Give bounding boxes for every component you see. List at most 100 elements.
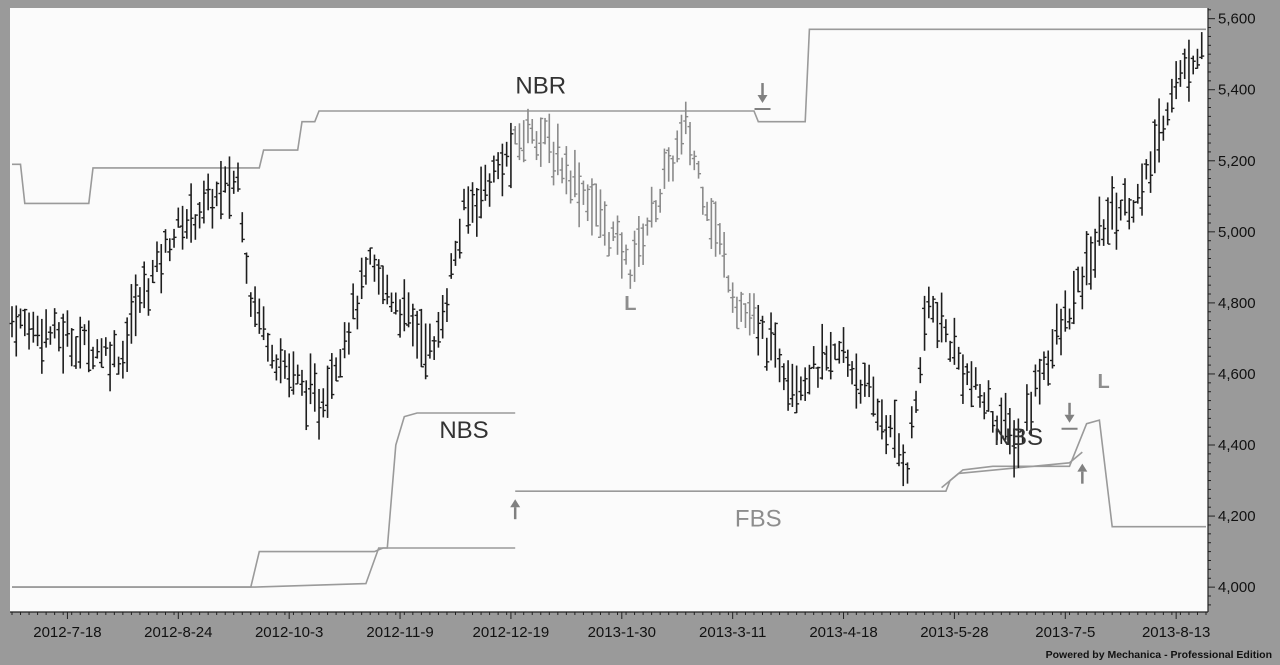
price-bar [491,155,497,183]
price-bar [414,310,420,359]
y-tick-label: 5,200 [1218,153,1256,170]
price-bar [380,265,386,305]
price-bar [1135,183,1141,204]
price-bar [52,308,58,339]
price-bar [9,306,15,338]
price-bar [128,284,134,344]
price-bar [261,306,267,341]
price-bar [299,369,305,396]
price-bar [546,113,552,164]
price-bar [887,415,893,438]
annotation-nbs-1: NBS [439,417,488,444]
price-bar [248,292,254,317]
price-bar [828,331,834,380]
price-bar [602,201,608,246]
price-bar [320,388,326,418]
price-bar [209,188,215,229]
price-bar [64,310,70,347]
price-bar [947,340,953,362]
price-bar [252,286,258,327]
price-bar [542,117,548,145]
price-bar [1028,391,1034,435]
price-bar [1075,266,1081,293]
price-bar [376,259,382,295]
arrow-down-icon-1 [754,83,771,111]
price-bar [350,283,356,320]
price-bar [60,313,66,374]
price-bar [597,189,603,238]
price-bar [990,411,996,433]
price-bar [22,308,28,337]
x-tick-label: 2012-12-19 [473,624,550,641]
price-bar [1173,61,1179,100]
price-bar [342,322,348,359]
price-bar [981,392,987,420]
price-bar [47,326,53,345]
price-bar [623,244,629,265]
price-bar [90,346,96,370]
price-bar [1177,60,1183,87]
price-bar [521,120,527,163]
price-bar [77,316,83,369]
price-bar [154,241,160,273]
price-bar [934,301,940,349]
price-bar [303,380,309,431]
price-bar [73,335,79,369]
price-bar [1088,236,1094,290]
price-bar [1109,176,1115,230]
price-bar [870,376,876,417]
price-bar [708,198,714,249]
price-bar [461,188,467,211]
price-bar [747,293,753,336]
price-bar [781,363,787,391]
price-bar [764,337,770,371]
price-bar [94,339,100,359]
price-bar [474,187,480,237]
price-bar [389,292,395,313]
x-tick-label: 2012-8-24 [144,624,212,641]
price-bar [606,232,612,257]
price-bar [657,188,663,213]
price-bar [418,308,424,368]
price-bar [111,330,117,368]
price-bar [1032,364,1038,397]
price-bar [256,298,262,334]
price-bar [325,365,331,418]
price-bar [1011,420,1017,478]
price-bar [768,312,774,361]
price-bar [120,340,126,379]
x-tick-label: 2012-7-18 [33,624,101,641]
price-bar [435,311,441,348]
price-bar [440,295,446,339]
x-tick-label: 2013-1-30 [588,624,656,641]
price-bar [994,415,1000,441]
price-bar [354,295,360,330]
price-bar [1007,408,1013,455]
price-bar [734,296,740,330]
price-bar [1037,358,1043,405]
price-bar [883,415,889,455]
price-bar [1169,78,1175,113]
x-tick-label: 2013-8-13 [1142,624,1210,641]
arrow-up-icon-0 [510,499,521,520]
price-bar [393,292,399,315]
price-bar [1113,192,1119,250]
price-bar [508,122,514,189]
y-tick-label: 5,600 [1218,11,1256,28]
price-bar [423,323,429,380]
price-bar [504,141,510,167]
price-bar [295,364,301,385]
price-bar [431,336,437,360]
x-tick-label: 2012-10-3 [255,624,323,641]
price-bar [696,160,702,179]
annotation-l-2: L [624,293,636,315]
price-bar [930,295,936,323]
price-bar [197,202,203,229]
price-bar [282,350,288,379]
price-bar [286,353,292,398]
price-bar [516,123,522,161]
price-bar [367,247,373,265]
price-bar [563,146,569,195]
price-bar [666,147,672,182]
